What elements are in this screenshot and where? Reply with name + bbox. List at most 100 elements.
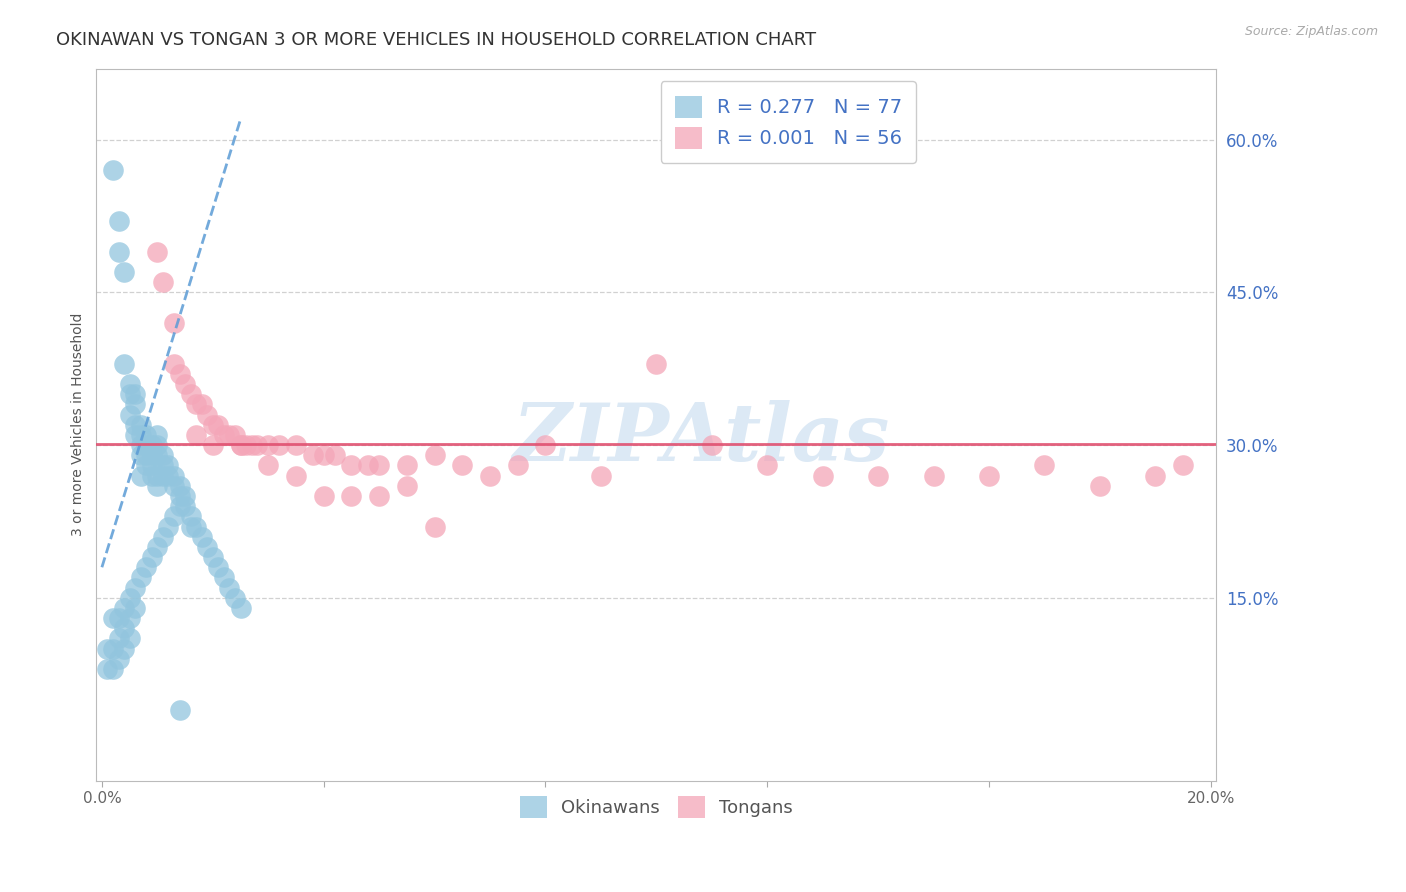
Point <box>340 458 363 473</box>
Point <box>107 632 129 646</box>
Point <box>1088 479 1111 493</box>
Point <box>146 468 169 483</box>
Point <box>96 641 118 656</box>
Point <box>756 458 779 473</box>
Legend: Okinawans, Tongans: Okinawans, Tongans <box>512 789 800 825</box>
Point <box>112 357 135 371</box>
Point <box>1033 458 1056 473</box>
Point <box>423 519 446 533</box>
Point <box>101 641 124 656</box>
Point <box>312 448 335 462</box>
Point <box>323 448 346 462</box>
Point <box>107 214 129 228</box>
Point <box>107 652 129 666</box>
Point <box>169 499 191 513</box>
Point <box>146 428 169 442</box>
Point <box>135 428 157 442</box>
Point <box>141 448 163 462</box>
Point <box>368 458 391 473</box>
Point <box>229 601 252 615</box>
Point <box>124 428 146 442</box>
Point <box>146 540 169 554</box>
Point <box>195 408 218 422</box>
Point <box>112 601 135 615</box>
Point <box>96 662 118 676</box>
Point <box>479 468 502 483</box>
Point <box>169 367 191 381</box>
Point <box>811 468 834 483</box>
Point <box>190 397 212 411</box>
Point <box>229 438 252 452</box>
Point <box>312 489 335 503</box>
Point <box>169 489 191 503</box>
Point <box>169 703 191 717</box>
Point <box>101 662 124 676</box>
Point <box>240 438 263 452</box>
Point <box>163 509 186 524</box>
Point <box>534 438 557 452</box>
Point <box>163 479 186 493</box>
Text: Source: ZipAtlas.com: Source: ZipAtlas.com <box>1244 25 1378 38</box>
Point <box>124 387 146 401</box>
Point <box>135 438 157 452</box>
Point <box>340 489 363 503</box>
Point <box>357 458 380 473</box>
Point <box>124 397 146 411</box>
Point <box>224 428 246 442</box>
Point <box>129 448 152 462</box>
Point <box>284 438 307 452</box>
Point <box>146 438 169 452</box>
Point <box>174 489 197 503</box>
Point <box>212 570 235 584</box>
Point <box>395 479 418 493</box>
Point <box>207 560 229 574</box>
Point <box>207 417 229 432</box>
Point <box>201 550 224 565</box>
Text: ZIPAtlas: ZIPAtlas <box>512 401 890 478</box>
Point <box>235 438 257 452</box>
Point <box>368 489 391 503</box>
Point <box>257 458 280 473</box>
Point <box>269 438 291 452</box>
Point <box>141 458 163 473</box>
Point <box>118 632 141 646</box>
Point <box>868 468 890 483</box>
Point <box>163 357 186 371</box>
Text: OKINAWAN VS TONGAN 3 OR MORE VEHICLES IN HOUSEHOLD CORRELATION CHART: OKINAWAN VS TONGAN 3 OR MORE VEHICLES IN… <box>56 31 817 49</box>
Point <box>101 611 124 625</box>
Point <box>146 244 169 259</box>
Point <box>174 377 197 392</box>
Point <box>129 468 152 483</box>
Point <box>118 408 141 422</box>
Y-axis label: 3 or more Vehicles in Household: 3 or more Vehicles in Household <box>72 313 86 536</box>
Point <box>135 560 157 574</box>
Point <box>152 448 174 462</box>
Point <box>129 417 152 432</box>
Point <box>506 458 529 473</box>
Point <box>218 581 240 595</box>
Point <box>589 468 612 483</box>
Point <box>977 468 1000 483</box>
Point <box>180 519 202 533</box>
Point <box>224 591 246 605</box>
Point <box>186 428 208 442</box>
Point <box>152 468 174 483</box>
Point <box>146 448 169 462</box>
Point <box>284 468 307 483</box>
Point <box>201 438 224 452</box>
Point <box>246 438 269 452</box>
Point <box>174 499 197 513</box>
Point <box>118 377 141 392</box>
Point <box>1144 468 1167 483</box>
Point <box>451 458 474 473</box>
Point <box>201 417 224 432</box>
Point <box>180 509 202 524</box>
Point <box>152 275 174 289</box>
Point <box>157 458 180 473</box>
Point <box>152 458 174 473</box>
Point <box>163 468 186 483</box>
Point <box>146 479 169 493</box>
Point <box>645 357 668 371</box>
Point <box>129 428 152 442</box>
Point <box>190 530 212 544</box>
